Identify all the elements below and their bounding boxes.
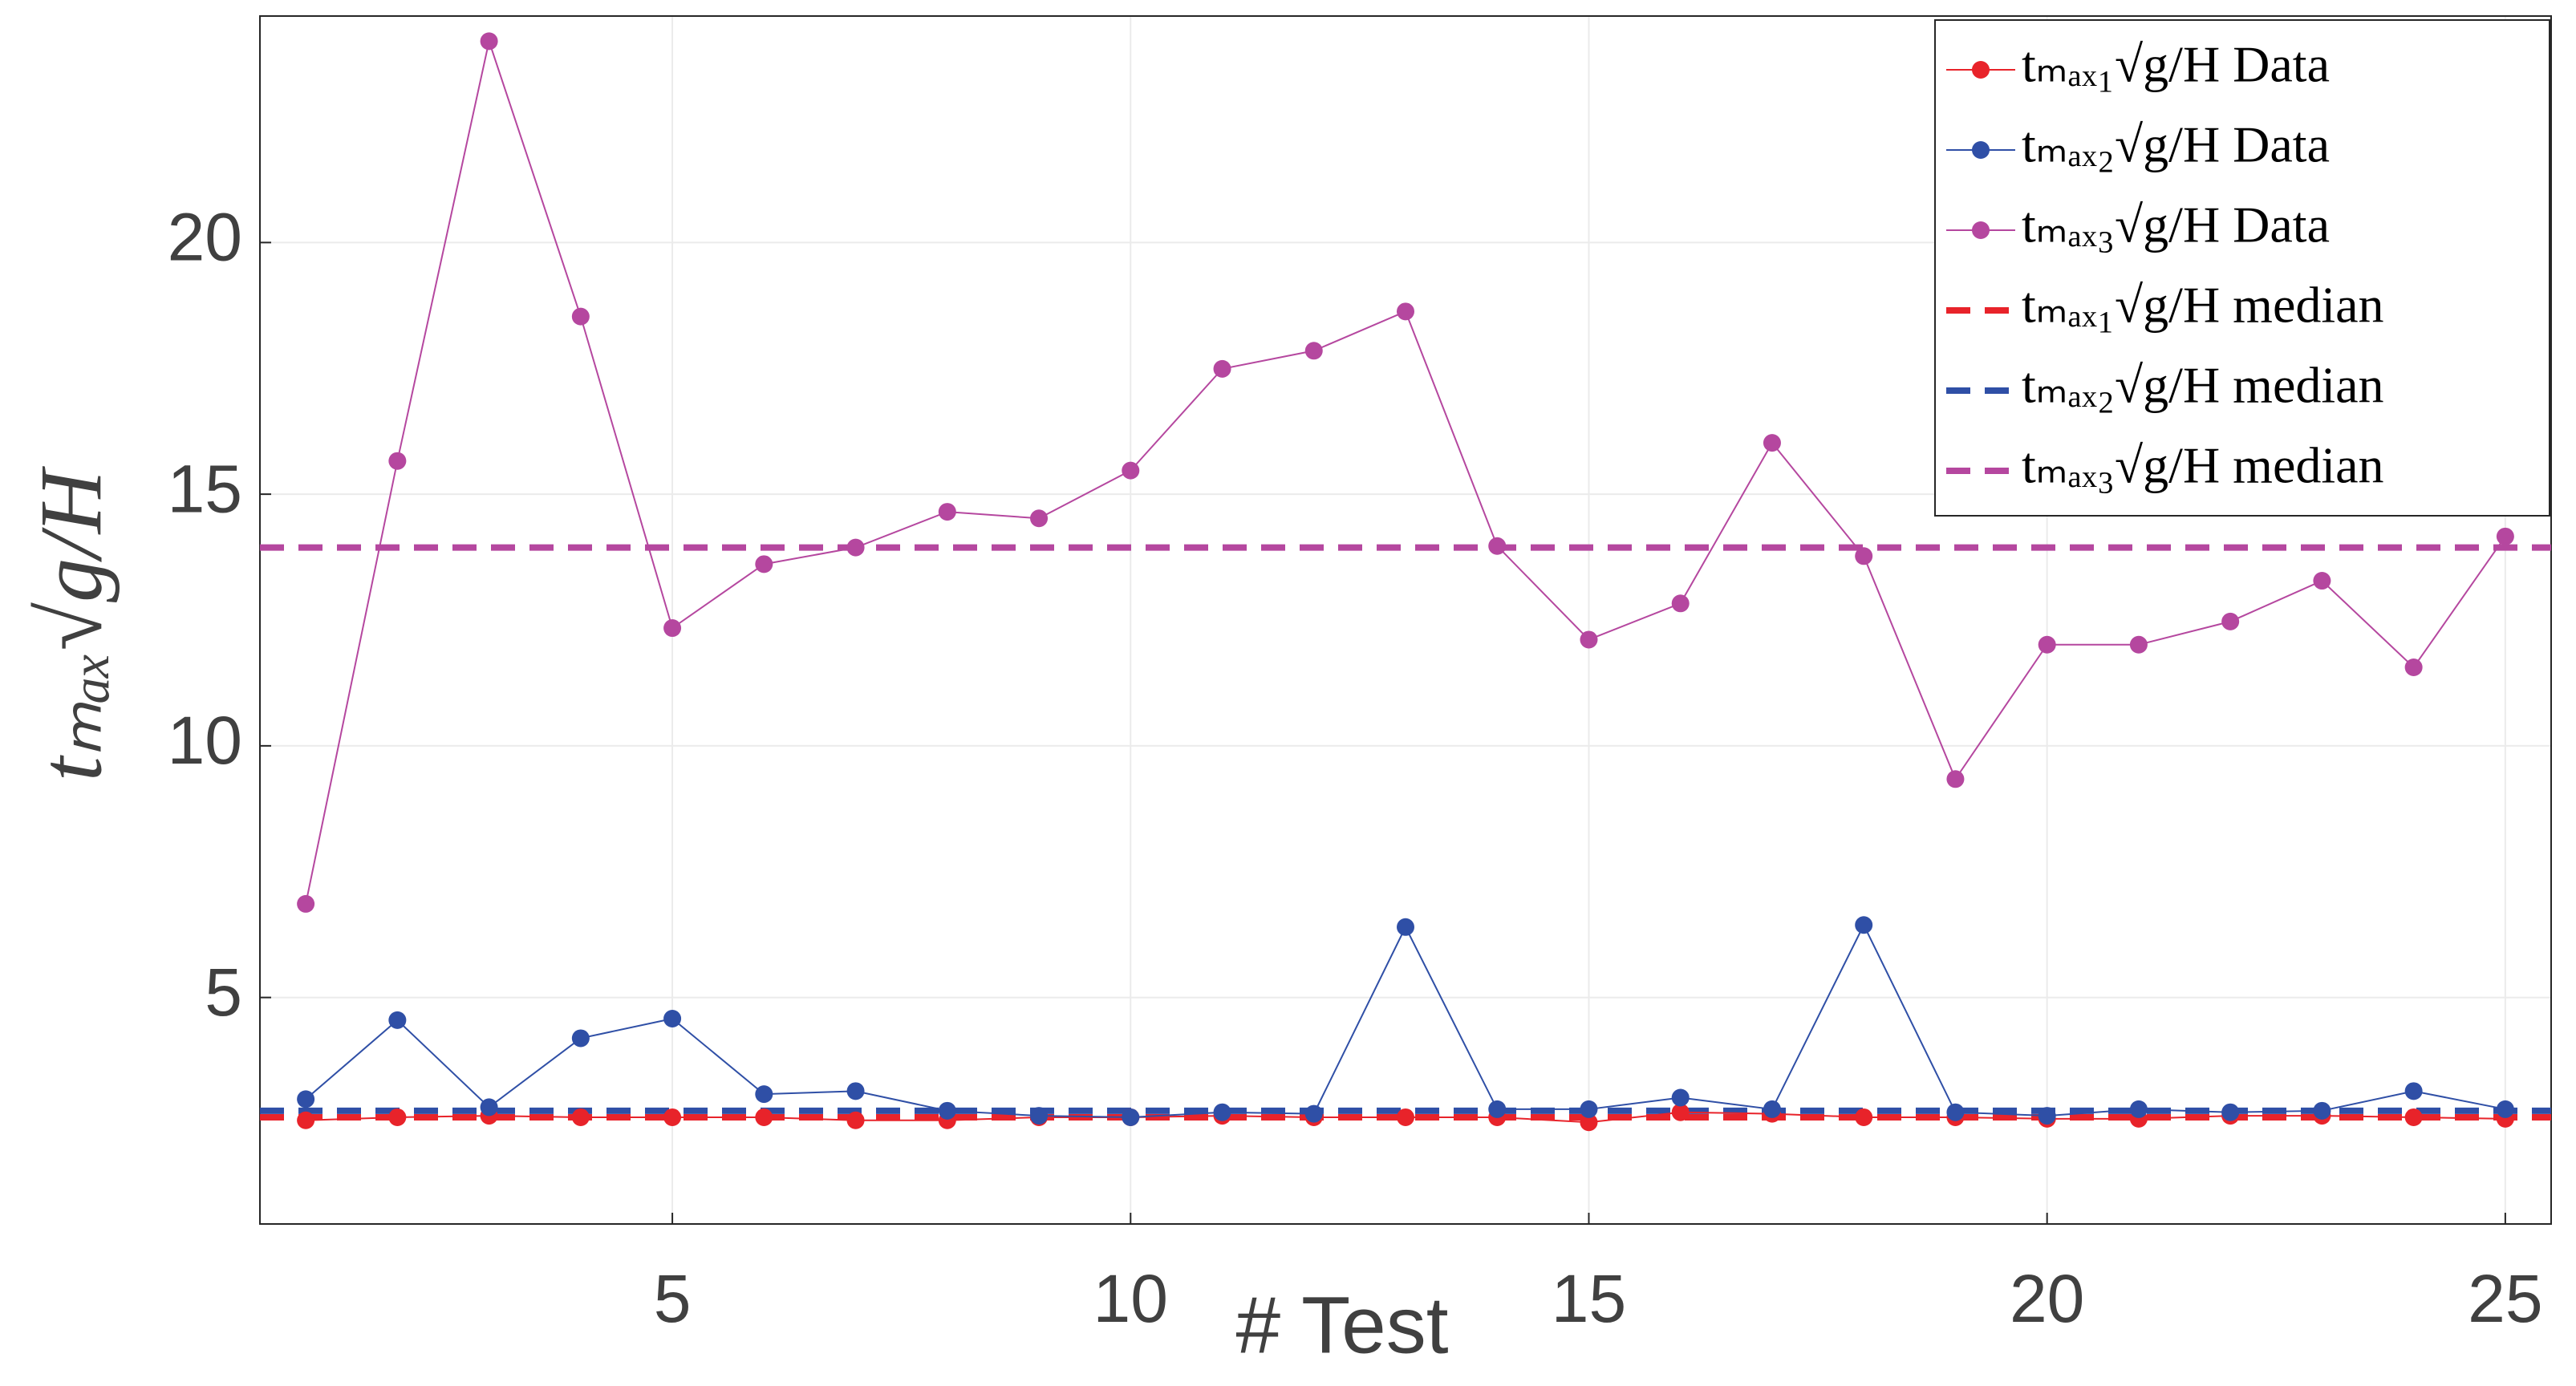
data-point xyxy=(2404,1108,2423,1126)
y-tick-label: 20 xyxy=(168,200,242,275)
data-point xyxy=(663,1108,682,1126)
data-point xyxy=(2221,612,2240,630)
data-point xyxy=(1946,770,1965,788)
legend-box xyxy=(1934,19,2550,517)
data-point xyxy=(1030,1107,1049,1125)
data-point xyxy=(1946,1103,1965,1121)
data-point xyxy=(846,1082,865,1100)
legend-label: tₘₐₓ₂√g/H Data xyxy=(2022,116,2330,173)
data-point xyxy=(663,619,682,638)
data-point xyxy=(2496,1100,2514,1118)
y-tick-label: 10 xyxy=(168,703,242,778)
data-point xyxy=(571,1029,590,1048)
data-point xyxy=(2404,658,2423,676)
data-point xyxy=(755,1108,773,1126)
legend-swatch xyxy=(1972,61,1990,79)
y-axis-label: tₘₐₓ√g/H xyxy=(22,465,120,780)
data-point xyxy=(388,1108,407,1126)
data-point xyxy=(2313,572,2331,590)
data-point xyxy=(938,503,956,521)
data-point xyxy=(1488,537,1507,555)
data-point xyxy=(571,1108,590,1126)
data-point xyxy=(297,1111,315,1129)
data-point xyxy=(1122,1108,1140,1126)
data-point xyxy=(2129,635,2148,654)
legend-label: tₘₐₓ₁√g/H median xyxy=(2022,277,2384,334)
data-point xyxy=(1671,594,1690,613)
data-point xyxy=(2038,635,2056,654)
data-point xyxy=(755,555,773,573)
data-point xyxy=(846,538,865,557)
data-point xyxy=(846,1111,865,1129)
data-point xyxy=(1030,509,1049,528)
data-point xyxy=(1397,1108,1414,1126)
data-point xyxy=(938,1101,956,1120)
data-point xyxy=(2496,527,2514,545)
data-point xyxy=(1671,1088,1690,1107)
legend-swatch xyxy=(1972,221,1990,239)
data-point xyxy=(1397,918,1414,936)
y-tick-label: 5 xyxy=(205,954,242,1030)
legend-label: tₘₐₓ₃√g/H median xyxy=(2022,437,2384,494)
x-tick-label: 5 xyxy=(654,1261,692,1336)
x-tick-label: 15 xyxy=(1552,1261,1626,1336)
x-tick-label: 25 xyxy=(2468,1261,2542,1336)
x-tick-label: 10 xyxy=(1093,1261,1168,1336)
data-point xyxy=(2221,1103,2240,1121)
y-tick-label: 15 xyxy=(168,451,242,526)
data-point xyxy=(1855,916,1873,934)
data-point xyxy=(1397,302,1414,321)
data-point xyxy=(1763,434,1781,452)
data-point xyxy=(1855,547,1873,565)
data-point xyxy=(755,1085,773,1104)
data-point xyxy=(663,1009,682,1027)
legend-label: tₘₐₓ₁√g/H Data xyxy=(2022,36,2330,93)
data-point xyxy=(2038,1107,2056,1125)
data-point xyxy=(1855,1108,1873,1126)
data-point xyxy=(571,307,590,326)
data-point xyxy=(297,894,315,913)
data-point xyxy=(1304,342,1323,360)
axes-frame xyxy=(259,15,2552,1225)
legend-label: tₘₐₓ₃√g/H Data xyxy=(2022,197,2330,253)
data-point xyxy=(2313,1101,2331,1120)
data-point xyxy=(2404,1082,2423,1100)
x-axis-label: # Test xyxy=(1236,1280,1449,1370)
data-point xyxy=(297,1090,315,1108)
data-point xyxy=(480,32,498,51)
data-point xyxy=(1122,461,1140,480)
data-point xyxy=(1580,630,1598,649)
data-point xyxy=(480,1098,498,1116)
legend-swatch xyxy=(1972,141,1990,159)
data-point xyxy=(388,452,407,470)
data-point xyxy=(1213,359,1231,378)
data-point xyxy=(1671,1103,1690,1121)
data-point xyxy=(1213,1103,1231,1121)
data-point xyxy=(388,1011,407,1029)
data-point xyxy=(1580,1100,1598,1118)
x-tick-label: 20 xyxy=(2010,1261,2084,1336)
data-point xyxy=(1488,1100,1507,1118)
data-point xyxy=(1580,1113,1598,1132)
data-point xyxy=(1763,1100,1781,1118)
legend-label: tₘₐₓ₂√g/H median xyxy=(2022,357,2384,414)
data-point xyxy=(2129,1100,2148,1118)
data-point xyxy=(1304,1104,1323,1123)
